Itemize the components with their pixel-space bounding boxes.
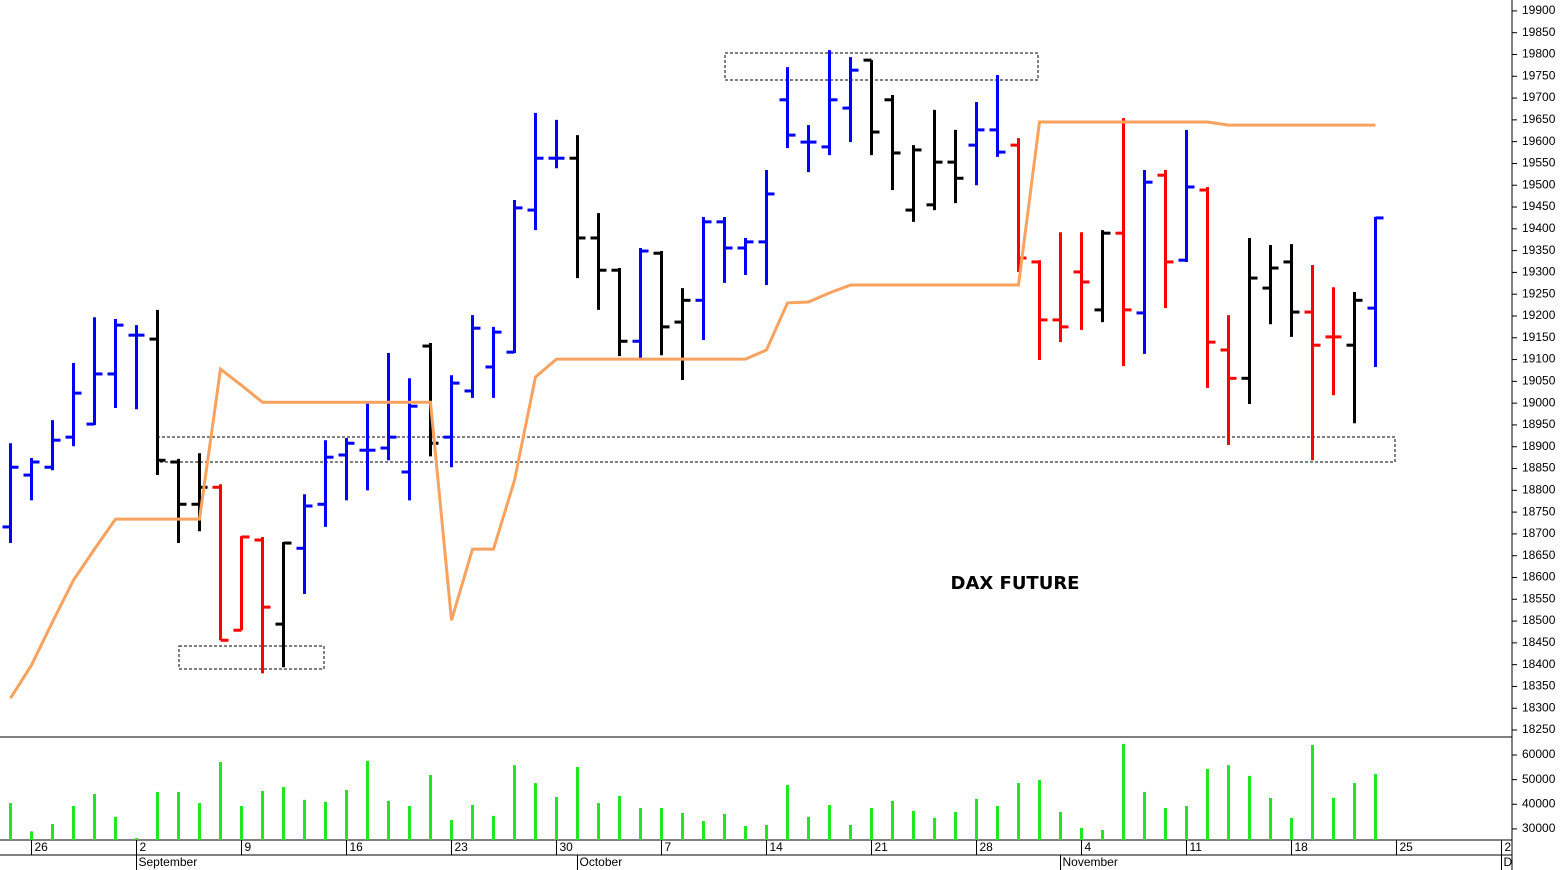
y-tick-label: 18700 [1522, 526, 1556, 540]
y-tick-label: 18250 [1522, 722, 1556, 736]
y-tick-label: 18350 [1522, 679, 1556, 693]
month-label: D [1504, 855, 1513, 869]
x-tick-label: 14 [770, 840, 784, 854]
y-tick-label: 18800 [1522, 482, 1556, 496]
y-tick-label: 19650 [1522, 112, 1556, 126]
y-tick-label: 19150 [1522, 330, 1556, 344]
volume-y-tick-label: 40000 [1522, 796, 1556, 810]
annotation-box [178, 645, 325, 670]
y-tick-label: 19800 [1522, 47, 1556, 61]
y-tick-label: 18750 [1522, 504, 1556, 518]
y-tick-label: 19100 [1522, 352, 1556, 366]
x-tick-label: 18 [1295, 840, 1309, 854]
y-tick-label: 19250 [1522, 286, 1556, 300]
y-tick-label: 18300 [1522, 700, 1556, 714]
y-tick-label: 18900 [1522, 439, 1556, 453]
volume-y-tick-label: 60000 [1522, 747, 1556, 761]
annotation-box [156, 436, 1396, 463]
y-tick-label: 19450 [1522, 199, 1556, 213]
y-tick-label: 19050 [1522, 374, 1556, 388]
y-tick-label: 19600 [1522, 134, 1556, 148]
y-tick-label: 18600 [1522, 570, 1556, 584]
month-label: November [1063, 855, 1118, 869]
x-tick-label: 26 [35, 840, 49, 854]
y-tick-label: 19400 [1522, 221, 1556, 235]
y-tick-label: 19700 [1522, 90, 1556, 104]
y-tick-label: 18500 [1522, 613, 1556, 627]
y-tick-label: 19200 [1522, 308, 1556, 322]
x-tick-label: 23 [455, 840, 469, 854]
y-tick-label: 19300 [1522, 265, 1556, 279]
x-tick-label: 9 [245, 840, 252, 854]
y-tick-label: 19850 [1522, 25, 1556, 39]
x-tick-label: 11 [1190, 840, 1203, 854]
annotation-box [724, 52, 1039, 81]
y-tick-label: 18550 [1522, 591, 1556, 605]
volume-y-tick-label: 50000 [1522, 772, 1556, 786]
chart-title: DAX FUTURE [951, 573, 1080, 594]
x-tick-label: 2 [1505, 840, 1512, 854]
y-tick-label: 19550 [1522, 156, 1556, 170]
y-tick-label: 19750 [1522, 68, 1556, 82]
x-tick-label: 21 [875, 840, 889, 854]
y-tick-label: 18950 [1522, 417, 1556, 431]
y-tick-label: 18850 [1522, 461, 1556, 475]
y-tick-label: 18650 [1522, 548, 1556, 562]
y-tick-label: 18400 [1522, 657, 1556, 671]
y-tick-label: 19500 [1522, 177, 1556, 191]
x-tick-label: 4 [1085, 840, 1092, 854]
y-tick-label: 19900 [1522, 3, 1556, 17]
month-label: October [580, 855, 623, 869]
line-series [9, 120, 1376, 700]
month-label: September [139, 855, 198, 869]
y-tick-label: 19000 [1522, 395, 1556, 409]
y-tick-label: 18450 [1522, 635, 1556, 649]
x-tick-label: 25 [1400, 840, 1414, 854]
x-tick-label: 16 [350, 840, 364, 854]
volume-y-tick-label: 30000 [1522, 821, 1556, 835]
x-tick-label: 30 [560, 840, 574, 854]
x-tick-label: 28 [980, 840, 994, 854]
x-tick-label: 7 [665, 840, 672, 854]
x-tick-label: 2 [140, 840, 147, 854]
y-tick-label: 19350 [1522, 243, 1556, 257]
